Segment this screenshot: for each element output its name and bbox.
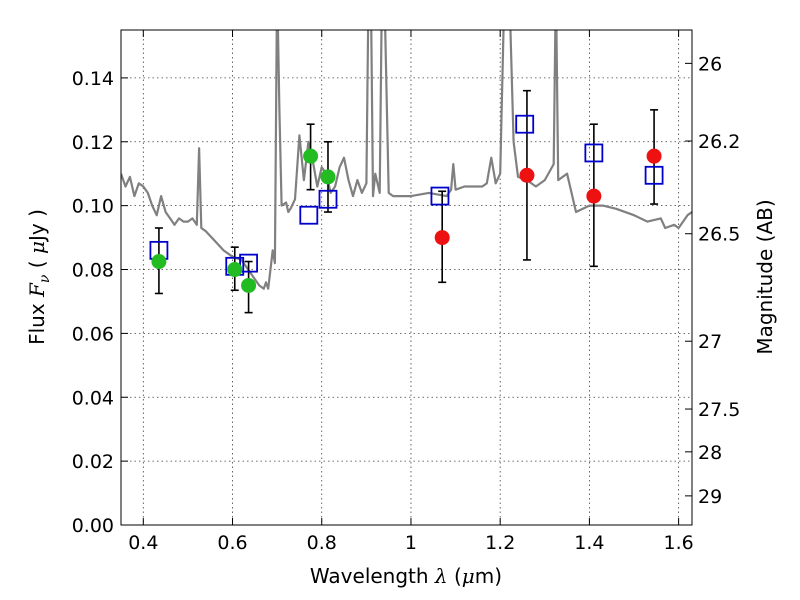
- x-tick-label: 0.8: [307, 532, 337, 554]
- green-data-point: [227, 262, 243, 278]
- model-flux-box: [515, 114, 535, 134]
- y-tick-label: 0.04: [72, 387, 114, 409]
- plot-frame: [120, 29, 693, 526]
- red-data-point: [586, 188, 602, 204]
- red-data-point: [519, 167, 535, 183]
- red-data-point: [646, 148, 662, 164]
- y-tick-label: 0.12: [72, 132, 114, 154]
- x-tick-label: 0.4: [128, 532, 158, 554]
- y2-axis-title: Magnitude (AB): [753, 199, 777, 354]
- y2-tick-label: 26: [698, 53, 722, 75]
- y-axis-title: Flux Fν ( μJy ): [25, 209, 53, 345]
- spectrum-line: [121, 30, 692, 290]
- x-tick-label: 0.6: [217, 532, 247, 554]
- model-spectrum: [121, 30, 692, 290]
- plot-background: [121, 30, 692, 525]
- x-tick-label: 1.2: [485, 532, 515, 554]
- green-data-point: [303, 148, 319, 164]
- model-flux-box: [318, 189, 338, 209]
- green-data-point: [320, 169, 336, 185]
- x-tick-label: 1.4: [574, 532, 604, 554]
- y-tick-label: 0.00: [72, 515, 114, 537]
- green-data-point: [241, 277, 257, 293]
- x-tick-label: 1: [405, 532, 417, 554]
- model-flux-box: [299, 205, 319, 225]
- y-tick-label: 0.10: [72, 196, 114, 218]
- y2-tick-label: 29: [698, 486, 722, 508]
- y2-tick-label: 26.5: [698, 224, 740, 246]
- red-data-point: [434, 230, 450, 246]
- y2-tick-label: 26.2: [698, 131, 740, 153]
- model-flux-box: [430, 186, 450, 206]
- green-data-point: [151, 254, 167, 270]
- y-tick-label: 0.08: [72, 260, 114, 282]
- y-tick-label: 0.06: [72, 323, 114, 345]
- y2-tick-label: 27: [698, 331, 722, 353]
- grid: [121, 30, 692, 526]
- x-tick-label: 1.6: [664, 532, 694, 554]
- y-tick-label: 0.14: [72, 68, 114, 90]
- y-tick-label: 0.02: [72, 451, 114, 473]
- y2-tick-label: 27.5: [698, 399, 740, 421]
- observed-points: [151, 148, 662, 293]
- y2-tick-label: 28: [698, 442, 722, 464]
- model-flux-box: [584, 143, 604, 163]
- model-flux-box: [644, 165, 664, 185]
- model-flux-box: [239, 253, 258, 273]
- x-axis-title: Wavelength λ (μm): [310, 564, 502, 588]
- axis-ticks: 0.4 0.6 0.8 1 1.2 1.4 1.6 0.00 0.02 0.04 0.06 0.08 0…: [72, 30, 740, 554]
